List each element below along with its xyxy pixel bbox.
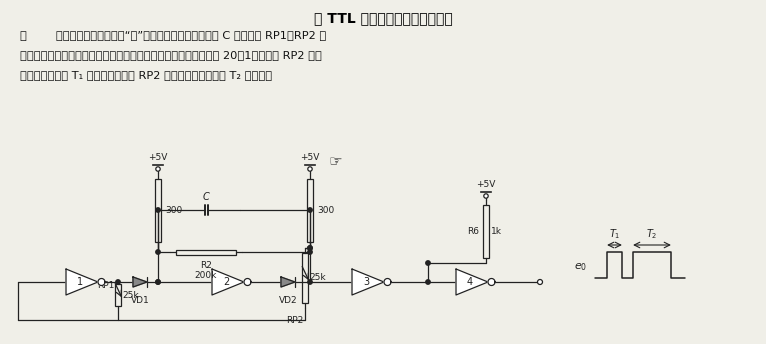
Circle shape [155,167,160,171]
Text: 由 TTL 电路构成的时钟信号电路: 由 TTL 电路构成的时钟信号电路 [313,11,453,25]
Polygon shape [281,277,295,287]
Circle shape [484,194,488,198]
Circle shape [308,167,313,171]
Circle shape [155,250,160,254]
Text: 25k: 25k [122,290,139,300]
Text: 3: 3 [363,277,369,287]
Polygon shape [456,269,488,295]
Text: $e_0$: $e_0$ [574,261,587,273]
Circle shape [308,280,313,284]
Circle shape [155,280,160,284]
Circle shape [426,261,430,265]
Polygon shape [384,279,391,286]
Text: 300: 300 [165,206,182,215]
Polygon shape [212,269,244,295]
Circle shape [308,250,313,254]
Bar [155,179,161,242]
Text: 25k: 25k [309,273,326,282]
Text: RP2: RP2 [286,316,303,325]
Text: RP1: RP1 [97,280,114,290]
Text: ☞: ☞ [328,154,342,170]
Polygon shape [488,279,495,286]
Text: C: C [203,192,209,202]
Circle shape [308,246,313,250]
Bar [302,253,308,303]
Circle shape [308,208,313,212]
Polygon shape [133,277,147,287]
Text: +5V: +5V [300,153,319,162]
Circle shape [155,280,160,284]
Polygon shape [244,279,251,286]
Text: VD1: VD1 [131,296,149,305]
Text: 图        中所示电路主要由四个“非”门组成。振荡信号频率由 C 和电位器 RP1、RP2 的: 图 中所示电路主要由四个“非”门组成。振荡信号频率由 C 和电位器 RP1、RP… [20,30,326,40]
Circle shape [308,246,313,250]
Text: $T_2$: $T_2$ [647,227,658,241]
Text: +5V: +5V [476,180,496,189]
Text: R2
200k: R2 200k [195,261,218,280]
Text: $T_1$: $T_1$ [609,227,620,241]
Circle shape [538,279,542,284]
Text: R6: R6 [467,227,479,236]
Bar [115,284,121,306]
Text: +5V: +5V [149,153,168,162]
Polygon shape [98,279,105,286]
Text: 300: 300 [317,206,334,215]
Bar [307,179,313,242]
Text: VD2: VD2 [279,296,297,305]
Text: 値决定输出波形 T₁ 的宽度，电位器 RP2 的阵値决定输出波形 T₂ 的宽度。: 値决定输出波形 T₁ 的宽度，电位器 RP2 的阵値决定输出波形 T₂ 的宽度。 [20,70,272,80]
Circle shape [155,208,160,212]
Text: 4: 4 [467,277,473,287]
Text: 1k: 1k [491,227,502,236]
Polygon shape [352,269,384,295]
Text: 1: 1 [77,277,83,287]
Text: 2: 2 [223,277,229,287]
Bar [483,205,489,258]
Bar [175,249,236,255]
Text: 参数决定。改变电位器的电阵値即可改变频率。频率调节范围可达 20：1。电位器 RP2 的阵: 参数决定。改变电位器的电阵値即可改变频率。频率调节范围可达 20：1。电位器 R… [20,50,322,60]
Circle shape [116,280,120,284]
Polygon shape [66,269,98,295]
Circle shape [426,280,430,284]
